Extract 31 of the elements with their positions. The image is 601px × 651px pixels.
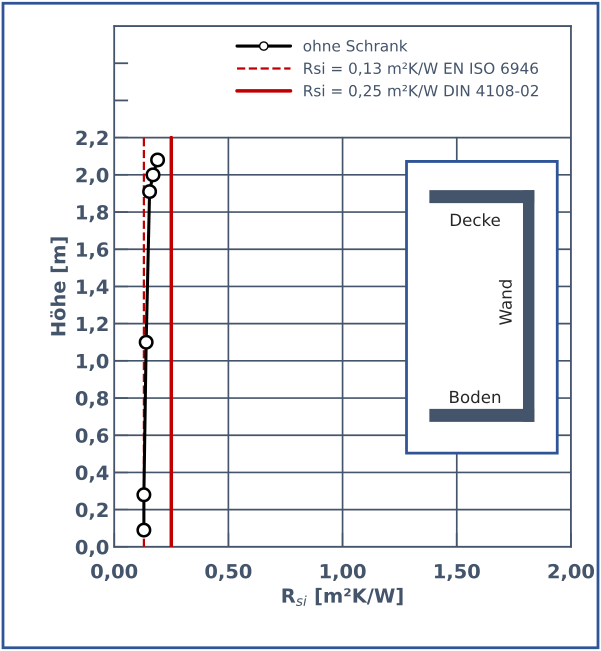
point: [138, 334, 154, 350]
y-tick-label: 2,0: [76, 168, 108, 185]
annotation: Wand: [498, 280, 512, 325]
legend-label: Rsi = 0,25 m²K/W DIN 4108-02: [304, 84, 538, 98]
point: [136, 522, 152, 538]
y-tick-label: 0,2: [76, 502, 108, 520]
annotation: Decke: [450, 213, 500, 226]
y-tick-label: 0,4: [76, 465, 108, 483]
point: [146, 167, 161, 182]
annotation: Boden: [450, 390, 500, 404]
y-tick-label: 0,8: [76, 390, 108, 408]
y-tick-label: 1,2: [77, 316, 108, 334]
y-tick-label: 1,8: [77, 204, 108, 222]
x-tick-label: 1,00: [320, 564, 366, 582]
point: [136, 487, 152, 502]
y-tick-label: 1,4: [77, 280, 108, 297]
x-tick-label: 1,50: [434, 564, 480, 582]
y-tick-label: 1,0: [77, 354, 108, 371]
y-tick-label: 2,2: [76, 130, 108, 148]
y-axis-title: Höhe [m]: [50, 237, 68, 336]
point: [150, 152, 166, 168]
legend-label: Rsi = 0,13 m²K/W EN ISO 6946: [304, 62, 538, 76]
x-tick-label: 0,00: [91, 564, 138, 582]
legend-label: ohne Schrank: [304, 40, 408, 52]
x-axis-title: R$_{si}$ [m²K/W]: [282, 588, 403, 606]
x-tick-label: 0,50: [205, 564, 252, 582]
y-tick-label: 0,6: [76, 428, 108, 446]
y-tick-label: 0,0: [76, 540, 108, 557]
x-tick-label: 2,00: [548, 564, 594, 582]
y-tick-label: 1,6: [77, 242, 108, 260]
point: [142, 184, 158, 200]
